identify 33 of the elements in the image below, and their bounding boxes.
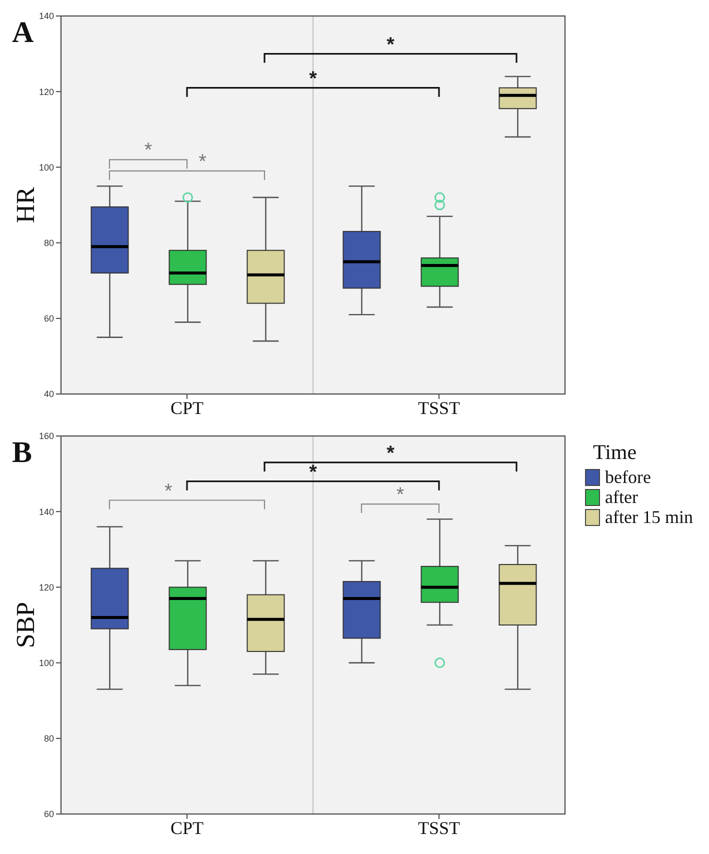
- significance-bracket: *: [108, 480, 266, 510]
- chart-title: B: [12, 436, 32, 469]
- legend-label: before: [604, 467, 652, 487]
- y-tick-label: 100: [38, 162, 54, 172]
- y-axis-title: HR: [11, 186, 40, 224]
- y-tick-label: 120: [38, 86, 54, 97]
- significance-bracket: *: [264, 34, 518, 63]
- y-axis-title: SBP: [11, 602, 40, 648]
- chart-title: A: [12, 16, 34, 49]
- x-tick-label: CPT: [170, 398, 204, 418]
- legend-label: after 15 min: [604, 507, 693, 527]
- legend-title: Time: [593, 440, 638, 465]
- annotation: *: [309, 68, 318, 90]
- y-tick-label: 100: [38, 658, 54, 668]
- y-tick-label: 60: [44, 809, 54, 820]
- y-tick-label: 80: [44, 734, 54, 744]
- y-tick-label: 80: [44, 238, 54, 248]
- y-tick-label: 60: [44, 314, 54, 324]
- y-tick-label: 120: [38, 582, 54, 592]
- y-tick-label: 40: [44, 389, 54, 400]
- x-tick-label: TSST: [418, 818, 460, 838]
- legend-label: after: [604, 487, 639, 507]
- annotation: *: [386, 34, 395, 56]
- y-tick-label: 160: [38, 431, 54, 442]
- significance-bracket: *: [186, 68, 440, 97]
- annotation: *: [198, 150, 207, 173]
- x-tick-label: CPT: [170, 818, 204, 838]
- y-tick-label: 140: [38, 506, 54, 517]
- annotation: *: [164, 480, 172, 502]
- annotation: *: [309, 461, 318, 484]
- y-tick-label: 140: [38, 11, 54, 22]
- x-tick-label: TSST: [418, 398, 460, 418]
- annotation: *: [386, 442, 395, 464]
